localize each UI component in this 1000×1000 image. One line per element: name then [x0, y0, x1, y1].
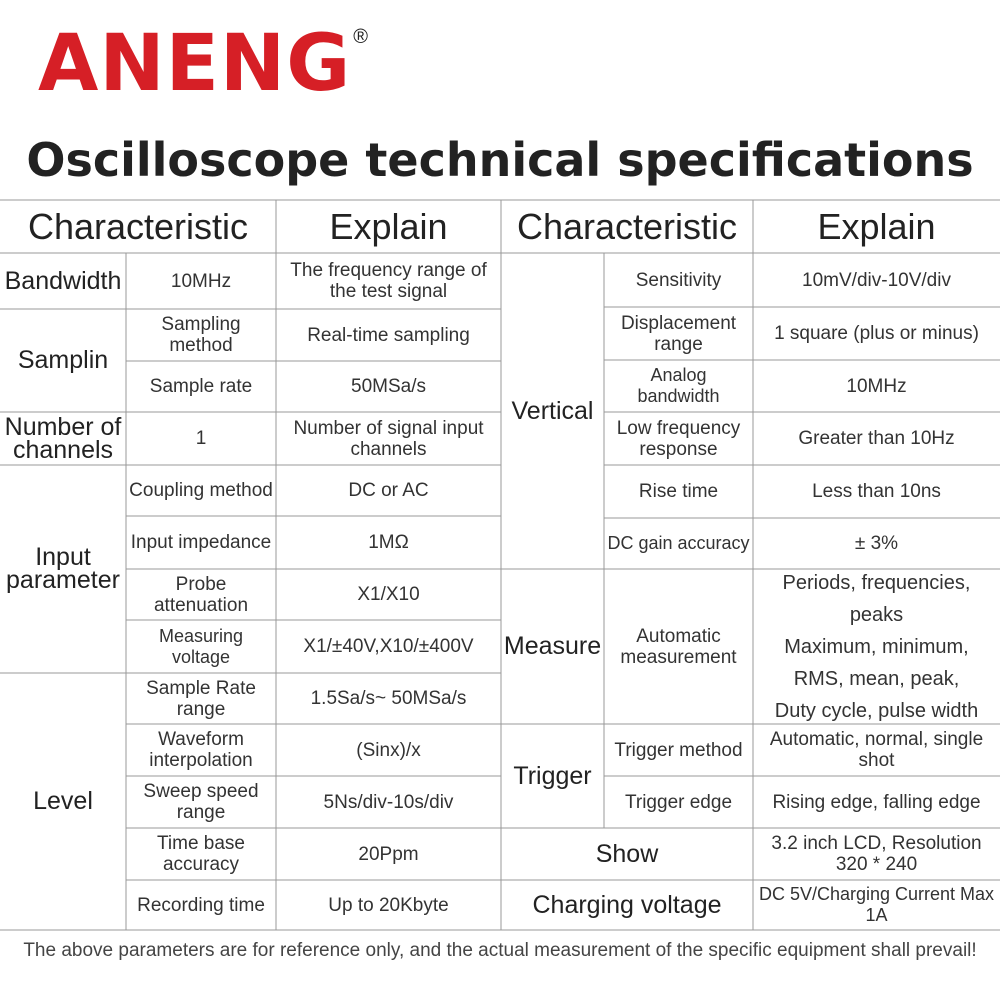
measurement-line: Periods, frequencies, peaks — [782, 571, 971, 626]
time-base-accuracy-explain: 20Ppm — [358, 843, 419, 865]
sample-rate-label: Sample rate — [149, 376, 253, 397]
channels-value: 1 — [195, 428, 207, 449]
low-frequency-response-explain: Greater than 10Hz — [798, 428, 955, 449]
probe-attenuation-explain: X1/X10 — [357, 584, 420, 605]
category-level: Level — [33, 787, 93, 815]
low-frequency-response-label: Low frequency response — [616, 417, 741, 460]
header-characteristic-right: Characteristic — [516, 205, 738, 247]
trigger-method-explain: Automatic, normal, single shot — [769, 729, 984, 771]
automatic-measurement-explain: Periods, frequencies, peaks Maximum, min… — [753, 569, 1000, 724]
sensitivity-label: Sensitivity — [635, 269, 722, 291]
brand-logo: ANENG ® — [38, 24, 368, 104]
time-base-accuracy-label: Time base accuracy — [157, 833, 245, 875]
brand-name: ANENG — [38, 19, 352, 109]
category-bandwidth: Bandwidth — [4, 266, 122, 295]
sample-rate-range-explain: 1.5Sa/s~ 50MSa/s — [310, 688, 467, 709]
waveform-interpolation-explain: (Sinx)/x — [356, 739, 421, 761]
sampling-method-label: Sampling method — [161, 314, 241, 356]
sweep-speed-range-explain: 5Ns/div-10s/div — [323, 791, 454, 813]
sweep-speed-range-label: Sweep speed range — [143, 781, 259, 823]
recording-time-label: Recording time — [137, 894, 265, 916]
analog-bandwidth-explain: 10MHz — [846, 375, 907, 397]
sample-rate-range-label: Sample Rate range — [146, 677, 256, 720]
measurement-line: Maximum, minimum, — [784, 635, 969, 658]
probe-attenuation-label: Probe attenuation — [153, 573, 249, 616]
category-charging-voltage: Charging voltage — [532, 890, 722, 919]
header-explain-right: Explain — [817, 205, 936, 247]
dc-gain-accuracy-explain: ± 3% — [854, 533, 899, 554]
coupling-method-explain: DC or AC — [348, 480, 429, 501]
bandwidth-value: 10MHz — [170, 270, 232, 292]
category-sampling: Samplin — [17, 346, 109, 374]
input-impedance-label: Input impedance — [130, 532, 272, 553]
category-vertical: Vertical — [511, 396, 594, 425]
page-title: Oscilloscope technical specifications — [26, 133, 974, 187]
analog-bandwidth-label: Analog bandwidth — [637, 365, 720, 406]
category-channels: Number of channels — [4, 412, 122, 464]
bandwidth-explain: The frequency range of the test signal — [290, 260, 487, 302]
coupling-method-label: Coupling method — [129, 480, 273, 501]
displacement-range-explain: 1 square (plus or minus) — [774, 323, 979, 344]
waveform-interpolation-label: Waveform interpolation — [149, 729, 253, 771]
sampling-method-explain: Real-time sampling — [307, 324, 470, 346]
category-measure: Measure — [503, 632, 602, 660]
show-explain: 3.2 inch LCD, Resolution 320 * 240 — [771, 833, 982, 875]
category-input-parameter: Input parameter — [6, 543, 120, 594]
trigger-edge-label: Trigger edge — [624, 791, 733, 813]
registered-mark: ® — [353, 26, 368, 48]
measurement-line: Duty cycle, pulse width — [774, 699, 979, 722]
measuring-voltage-explain: X1/±40V,X10/±400V — [303, 636, 474, 657]
channels-explain: Number of signal input channels — [293, 417, 484, 460]
rise-time-explain: Less than 10ns — [812, 481, 941, 502]
footnote: The above parameters are for reference o… — [23, 940, 977, 961]
category-show: Show — [595, 839, 659, 868]
category-trigger: Trigger — [513, 761, 592, 790]
dc-gain-accuracy-label: DC gain accuracy — [607, 533, 750, 553]
charging-voltage-explain: DC 5V/Charging Current Max 1A — [758, 884, 995, 925]
rise-time-label: Rise time — [638, 481, 719, 502]
recording-time-explain: Up to 20Kbyte — [328, 894, 449, 916]
automatic-measurement-label: Automatic measurement — [620, 625, 737, 668]
measurement-line: RMS, mean, peak, — [793, 667, 960, 690]
sample-rate-explain: 50MSa/s — [351, 376, 426, 397]
trigger-method-label: Trigger method — [614, 739, 743, 761]
displacement-range-label: Displacement range — [620, 312, 737, 355]
sensitivity-explain: 10mV/div-10V/div — [802, 269, 951, 291]
header-characteristic-left: Characteristic — [27, 205, 249, 247]
header-explain-left: Explain — [329, 205, 448, 247]
trigger-edge-explain: Rising edge, falling edge — [772, 791, 981, 813]
measuring-voltage-label: Measuring voltage — [158, 625, 244, 667]
input-impedance-explain: 1MΩ — [368, 532, 409, 553]
